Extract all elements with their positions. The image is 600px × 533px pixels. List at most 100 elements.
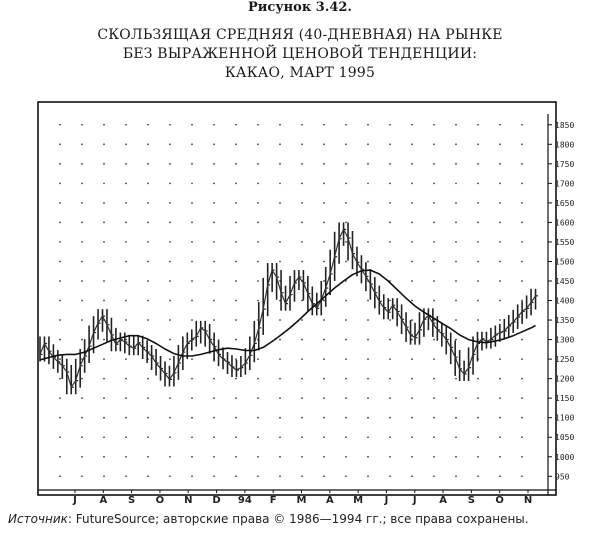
grid-dot [169,241,171,243]
grid-dot [279,319,281,321]
grid-dot [125,143,127,146]
grid-dot [389,201,391,204]
x-tick-label: S [468,495,475,506]
y-tick-label: 1250 [555,355,574,364]
grid-dot [301,260,303,263]
grid-dot [235,182,237,185]
y-tick-label: 1300 [555,336,574,345]
y-tick-label: 1350 [555,316,574,325]
grid-dot [147,182,149,185]
grid-dot [213,162,215,165]
grid-dot [345,436,347,439]
grid-dot [389,241,391,243]
grid-dot [433,241,435,243]
grid-dot [455,475,457,478]
grid-dot [499,280,501,282]
grid-dot [257,260,259,263]
grid-dot [455,221,457,224]
grid-dot [257,143,259,146]
grid-dot [301,358,303,361]
grid-dot [191,377,193,380]
grid-dot [125,397,127,400]
grid-dot [257,299,259,302]
grid-dot [499,201,501,204]
grid-dot [235,397,237,400]
grid-dot [521,436,523,439]
grid-dot [81,455,83,458]
grid-dot [521,416,523,419]
grid-dot [103,338,105,341]
grid-dot [389,436,391,439]
grid-dot [455,162,457,165]
grid-dot [389,338,391,341]
grid-dot [499,241,501,243]
grid-dot [411,280,413,282]
x-tick-label: A [99,495,107,506]
grid-dot [279,358,281,361]
x-tick-label: 94 [238,495,252,506]
grid-dot [169,299,171,302]
grid-dot [191,319,193,321]
grid-dot [477,436,479,439]
grid-dot [147,260,149,263]
chart-title-line-1: СКОЛЬЗЯЩАЯ СРЕДНЯЯ (40-ДНЕВНАЯ) НА РЫНКЕ [97,27,503,43]
grid-dot [499,260,501,263]
grid-dot [191,123,193,126]
grid-dot [235,475,237,478]
grid-dot [81,221,83,224]
grid-dot [191,260,193,263]
grid-dot [257,436,259,439]
grid-dot [323,319,325,321]
grid-dot [257,221,259,224]
grid-dot [345,319,347,321]
x-tick-label: N [524,495,532,506]
grid-dot [323,436,325,439]
grid-dot [477,397,479,400]
grid-dot [125,201,127,204]
grid-dot [477,455,479,458]
y-tick-label: 1400 [555,297,574,306]
grid-dot [301,377,303,380]
grid-dot [103,280,105,282]
grid-dot [59,416,61,419]
grid-dot [81,241,83,243]
grid-dot [191,241,193,243]
grid-dot [521,260,523,263]
grid-dot [521,397,523,400]
y-tick-label: 1700 [555,179,574,188]
x-tick-label: A [439,495,447,506]
grid-dot [191,455,193,458]
grid-dot [59,397,61,400]
grid-dot [81,143,83,146]
grid-dot [169,182,171,185]
grid-dot [411,338,413,341]
grid-dot [257,455,259,458]
grid-dot [521,143,523,146]
grid-dot [81,299,83,302]
source-label: Источник [8,512,68,526]
grid-dot [411,319,413,321]
grid-dot [455,123,457,126]
grid-dot [367,182,369,185]
grid-dot [455,377,457,380]
grid-dot [323,241,325,243]
grid-dot [323,162,325,165]
grid-dot [345,162,347,165]
y-tick-label: 1600 [555,218,574,227]
grid-dot [455,241,457,243]
x-tick-label: N [184,495,192,506]
grid-dot [433,455,435,458]
y-tick-label: 950 [555,472,570,481]
grid-dot [59,123,61,126]
grid-dot [433,416,435,419]
grid-dot [213,299,215,302]
grid-dot [147,475,149,478]
grid-dot [301,416,303,419]
grid-dot [169,162,171,165]
grid-dot [81,436,83,439]
grid-dot [345,338,347,341]
grid-dot [147,162,149,165]
grid-dot [301,397,303,400]
x-tick-label: J [384,495,389,506]
grid-dot [499,475,501,478]
